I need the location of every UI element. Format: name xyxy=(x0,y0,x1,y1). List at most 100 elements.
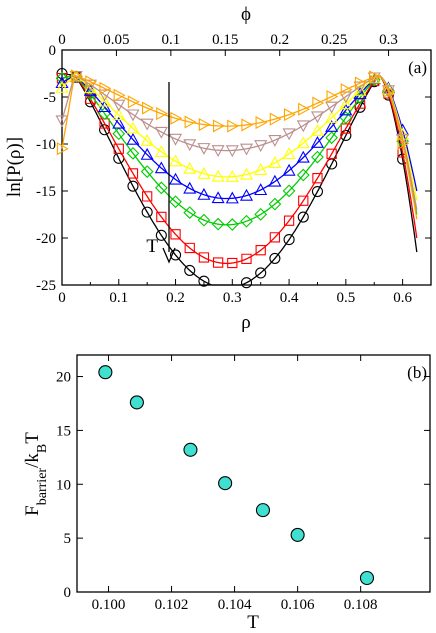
panel-a-marker xyxy=(112,99,126,112)
panel-a-y-tick-label: -15 xyxy=(36,184,56,200)
panel-a-marker xyxy=(169,249,182,261)
panel-a-marker xyxy=(197,187,211,200)
panel-a-marker xyxy=(283,108,296,122)
panel-a-x-tick-label: 0.2 xyxy=(166,290,185,306)
panel-a-series-line xyxy=(61,72,418,286)
panel-a-x-tick-label: 0.3 xyxy=(223,290,242,306)
panel-a-marker xyxy=(142,101,154,115)
panel-a-series xyxy=(55,70,418,210)
panel-a-marker xyxy=(197,213,211,227)
panel-a-marker xyxy=(198,118,211,132)
panel-a-marker xyxy=(197,166,211,179)
panel-a-marker xyxy=(154,126,168,139)
panel-a-marker xyxy=(112,116,126,129)
panel-a-series-line xyxy=(61,74,418,201)
panel-a-marker xyxy=(183,206,197,219)
panel-a-marker xyxy=(225,191,239,204)
panel-a-series-group xyxy=(55,67,418,289)
panel-a-marker xyxy=(254,207,268,221)
panel-a-y-tick-label: -10 xyxy=(36,137,56,153)
panel-a-x-tick-label: 0.4 xyxy=(280,290,299,306)
panel-a-marker xyxy=(269,252,281,264)
panel-a-marker xyxy=(184,115,197,129)
panel-b-data-point xyxy=(183,442,198,457)
panel-b-y-tick-label: 5 xyxy=(64,531,72,547)
panel-b-y-axis-label: Fbarrier/kBT xyxy=(22,432,50,516)
panel-a-top-x-ticks: 0 0.05 0.1 0.15 0.2 0.25 0.3 xyxy=(58,32,398,56)
panel-a-marker xyxy=(170,229,181,240)
panel-a-top-tick-label: 0.1 xyxy=(161,32,180,48)
panel-a-marker xyxy=(113,143,124,154)
panel-a-marker xyxy=(339,91,353,104)
panel-a-marker xyxy=(310,124,324,137)
panel-a-marker xyxy=(183,139,197,152)
panel-a-y-tick-label: -20 xyxy=(36,231,56,247)
panel-b-data-point xyxy=(98,365,113,380)
panel-a-marker xyxy=(268,197,282,211)
panel-a-marker xyxy=(55,71,69,85)
panel-a-marker xyxy=(325,110,339,123)
panel-a-marker xyxy=(283,234,295,246)
panel-a-marker xyxy=(170,111,183,125)
panel-a-marker xyxy=(55,115,69,128)
panel-a-marker xyxy=(127,95,140,109)
panel-a-marker xyxy=(282,163,296,176)
panel-a-marker xyxy=(112,108,126,121)
panel-b-y-tick-label: 0 xyxy=(64,585,72,601)
panel-a-series-line xyxy=(61,74,418,200)
panel-a-marker xyxy=(156,107,169,121)
panel-a-marker xyxy=(269,112,282,126)
panel-a-marker xyxy=(198,252,210,263)
panel-a-marker xyxy=(83,81,97,94)
panel-a-marker xyxy=(212,119,225,133)
panel-a-x-tick-label: 0.5 xyxy=(336,290,355,306)
panel-a-marker xyxy=(142,191,153,202)
panel-a-marker xyxy=(140,133,154,146)
panel-a-marker xyxy=(140,118,154,131)
panel-a-marker xyxy=(340,83,353,97)
panel-b-frame xyxy=(76,354,431,593)
panel-a-marker xyxy=(154,161,168,174)
panel-a-marker xyxy=(71,69,83,83)
panel-b-x-tick-label: 0.106 xyxy=(281,597,315,613)
panel-a-marker xyxy=(126,132,140,145)
panel-a-marker xyxy=(126,146,140,160)
panel-a-marker xyxy=(255,267,267,279)
panel-a-marker xyxy=(296,150,310,163)
panel-a-marker xyxy=(239,143,254,156)
panel-a-top-tick-label: 0.3 xyxy=(379,32,398,48)
panel-a-marker xyxy=(211,145,225,157)
panel-a-marker xyxy=(240,277,253,289)
panel-a-top-tick-label: 0 xyxy=(58,32,66,48)
panel-a-marker xyxy=(340,129,352,142)
panel-a-marker xyxy=(339,97,353,110)
panel-a-marker xyxy=(381,85,395,98)
panel-a-x-tick-label: 0.6 xyxy=(393,290,412,306)
panel-a-marker xyxy=(255,116,268,130)
panel-a-marker xyxy=(383,84,396,98)
panel-a-marker xyxy=(240,214,253,228)
panel-a-marker xyxy=(268,156,282,168)
panel-a-marker xyxy=(183,181,197,194)
panel-a-marker xyxy=(268,135,282,147)
panel-a-marker xyxy=(297,211,309,223)
panel-a-top-tick-label: 0.25 xyxy=(321,32,347,48)
panel-a-y-tick-label: -25 xyxy=(36,278,56,294)
panel-a-marker xyxy=(227,257,238,269)
panel-a-marker xyxy=(211,217,225,231)
panel-a-marker xyxy=(282,128,296,141)
panel-a-marker xyxy=(225,169,239,182)
panel-a-marker xyxy=(397,136,410,151)
panel-a-marker xyxy=(296,168,310,182)
panel-a-marker xyxy=(113,88,126,102)
panel-a-marker xyxy=(169,172,183,185)
panel-a-marker xyxy=(112,127,126,141)
panel-b-y-tick-label: 15 xyxy=(56,423,71,439)
panel-a-marker xyxy=(296,136,310,149)
panel-b-points xyxy=(98,365,375,586)
panel-a-marker xyxy=(85,75,98,89)
panel-a-marker xyxy=(298,195,309,206)
panel-a-marker xyxy=(154,181,168,195)
panel-b-x-ticks: 0.100 0.102 0.104 0.106 0.108 xyxy=(92,355,378,613)
panel-a-marker xyxy=(198,275,210,287)
